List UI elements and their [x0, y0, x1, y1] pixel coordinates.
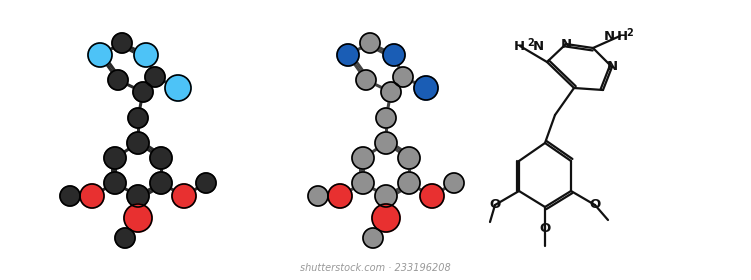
- Circle shape: [420, 184, 444, 208]
- Circle shape: [376, 108, 396, 128]
- Circle shape: [356, 70, 376, 90]
- Circle shape: [375, 185, 397, 207]
- Text: N: N: [607, 60, 617, 74]
- Circle shape: [398, 172, 420, 194]
- Circle shape: [134, 43, 158, 67]
- Circle shape: [383, 44, 405, 66]
- Circle shape: [414, 76, 438, 100]
- Circle shape: [381, 82, 401, 102]
- Circle shape: [398, 147, 420, 169]
- Circle shape: [372, 204, 400, 232]
- Circle shape: [352, 172, 374, 194]
- Circle shape: [80, 184, 104, 208]
- Circle shape: [172, 184, 196, 208]
- Circle shape: [108, 70, 128, 90]
- Circle shape: [360, 33, 380, 53]
- Circle shape: [150, 147, 172, 169]
- Text: 2: 2: [626, 28, 633, 38]
- Circle shape: [115, 228, 135, 248]
- Circle shape: [127, 185, 149, 207]
- Circle shape: [363, 228, 383, 248]
- Circle shape: [104, 147, 126, 169]
- Circle shape: [196, 173, 216, 193]
- Circle shape: [150, 172, 172, 194]
- Text: N: N: [604, 29, 615, 43]
- Circle shape: [375, 132, 397, 154]
- Text: N: N: [533, 39, 544, 53]
- Text: shutterstock.com · 233196208: shutterstock.com · 233196208: [300, 263, 451, 273]
- Circle shape: [112, 33, 132, 53]
- Circle shape: [145, 67, 165, 87]
- Text: 2: 2: [527, 38, 534, 48]
- Circle shape: [127, 132, 149, 154]
- Text: N: N: [560, 38, 572, 50]
- Text: H: H: [617, 29, 628, 43]
- Circle shape: [124, 204, 152, 232]
- Circle shape: [60, 186, 80, 206]
- Text: O: O: [590, 199, 601, 211]
- Text: O: O: [490, 199, 501, 211]
- Circle shape: [104, 172, 126, 194]
- Circle shape: [308, 186, 328, 206]
- Circle shape: [328, 184, 352, 208]
- Text: O: O: [539, 221, 550, 235]
- Circle shape: [165, 75, 191, 101]
- Circle shape: [133, 82, 153, 102]
- Circle shape: [352, 147, 374, 169]
- Circle shape: [88, 43, 112, 67]
- Circle shape: [128, 108, 148, 128]
- Circle shape: [444, 173, 464, 193]
- Circle shape: [337, 44, 359, 66]
- Text: H: H: [514, 39, 525, 53]
- Circle shape: [393, 67, 413, 87]
